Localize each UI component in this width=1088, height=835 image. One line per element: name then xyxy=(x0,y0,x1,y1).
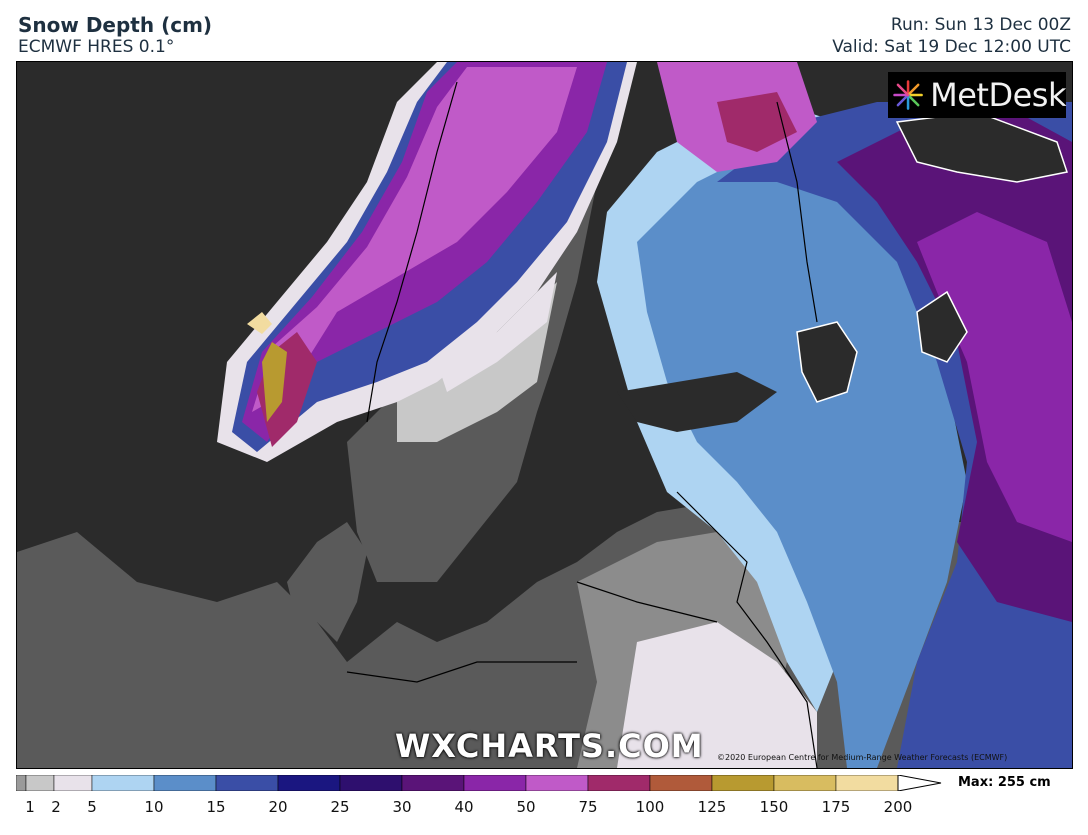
metdesk-logo-icon xyxy=(893,80,923,110)
legend-swatch xyxy=(773,775,837,791)
legend-tick-label: 1 xyxy=(25,798,35,816)
legend-swatch xyxy=(711,775,775,791)
wxcharts-watermark: WXCHARTS.COM xyxy=(395,727,704,765)
finland-blue xyxy=(637,142,967,768)
norway-gold xyxy=(262,342,287,422)
legend-tick-label: 20 xyxy=(268,798,288,816)
lake-onega xyxy=(916,290,968,363)
legend-swatch xyxy=(153,775,217,791)
legend-tick-label: 125 xyxy=(697,798,727,816)
russia-violet xyxy=(917,212,1072,542)
legend-tick-label: 15 xyxy=(206,798,226,816)
lake-ladoga xyxy=(796,321,858,403)
legend-tick-label: 150 xyxy=(759,798,789,816)
border-poland xyxy=(576,581,718,623)
legend-tick-label: 100 xyxy=(635,798,665,816)
land-denmark xyxy=(287,522,367,642)
legend-bar xyxy=(16,775,942,791)
norway-max xyxy=(247,312,272,334)
legend-tick-label: 25 xyxy=(330,798,350,816)
legend-extend-arrow xyxy=(897,775,942,791)
legend-swatch xyxy=(835,775,899,791)
legend-tick-label: 5 xyxy=(87,798,97,816)
legend-swatch xyxy=(401,775,465,791)
legend-swatch xyxy=(16,775,27,791)
model-label: ECMWF HRES 0.1° xyxy=(18,37,175,57)
legend-tick-label: 2 xyxy=(51,798,61,816)
border-norway-sweden xyxy=(366,81,458,423)
run-label: Run: Sun 13 Dec 00Z xyxy=(890,15,1071,35)
color-legend xyxy=(16,775,946,791)
legend-swatch xyxy=(277,775,341,791)
legend-tick-label: 200 xyxy=(883,798,913,816)
legend-ticks: 1 2 5 10 15 20 25 30 40 50 75 100 125 150 175 200 xyxy=(0,798,1088,820)
border-baltics xyxy=(676,491,818,768)
legend-tick-label: 30 xyxy=(392,798,412,816)
legend-max-label: Max: 255 cm xyxy=(958,775,1051,790)
metdesk-logo: MetDesk xyxy=(888,72,1066,118)
gulf-of-finland xyxy=(617,372,777,432)
metdesk-logo-text: MetDesk xyxy=(930,76,1066,114)
legend-swatch xyxy=(91,775,155,791)
legend-tick-label: 10 xyxy=(144,798,164,816)
ecmwf-copyright: ©2020 European Centre for Medium-Range W… xyxy=(717,753,1008,762)
chart-title: Snow Depth (cm) xyxy=(18,13,213,37)
map-canvas xyxy=(17,62,1072,768)
valid-label: Valid: Sat 19 Dec 12:00 UTC xyxy=(832,37,1071,57)
snow-depth-map: MetDesk WXCHARTS.COM ©2020 European Cent… xyxy=(16,61,1073,769)
legend-swatch xyxy=(649,775,713,791)
legend-swatch xyxy=(215,775,279,791)
legend-tick-label: 75 xyxy=(578,798,598,816)
legend-swatch xyxy=(53,775,93,791)
land-belarus-snow xyxy=(617,622,817,768)
legend-tick-label: 50 xyxy=(516,798,536,816)
border-finland-russia xyxy=(776,101,818,323)
border-germany xyxy=(346,661,577,683)
legend-swatch xyxy=(25,775,55,791)
legend-tick-label: 40 xyxy=(454,798,474,816)
legend-swatch xyxy=(587,775,651,791)
legend-swatch xyxy=(525,775,589,791)
legend-tick-label: 175 xyxy=(821,798,851,816)
arctic-deep xyxy=(717,92,797,152)
legend-swatch xyxy=(463,775,527,791)
legend-swatch xyxy=(339,775,403,791)
